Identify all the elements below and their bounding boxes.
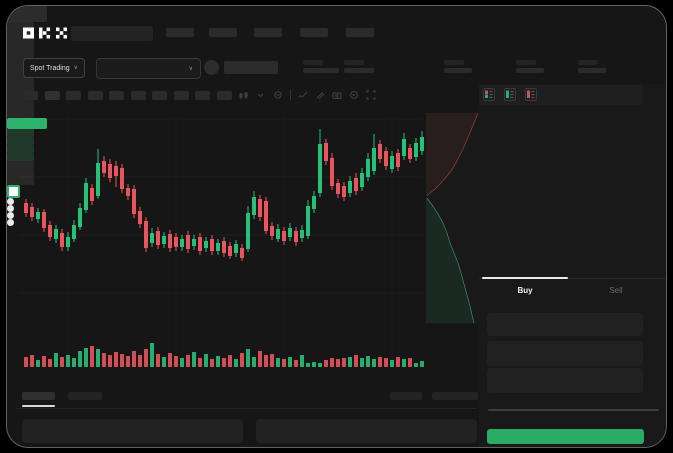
orderbook-ask-price <box>7 22 34 30</box>
ticker-stat-label-placeholder <box>303 60 323 65</box>
line-tool-icon[interactable] <box>298 90 308 100</box>
tab-sell[interactable]: Sell <box>609 286 623 295</box>
history-tab-placeholder[interactable] <box>68 392 102 400</box>
ticker-stat-label-placeholder <box>578 60 598 65</box>
orderbook-ask-price <box>7 102 34 110</box>
buy-submit-button[interactable] <box>487 429 644 444</box>
slider-dot[interactable] <box>7 205 14 212</box>
amount-input-placeholder[interactable] <box>487 341 643 366</box>
slider-dot[interactable] <box>7 212 14 219</box>
orderbook-bid-amount <box>7 169 34 177</box>
timeframe-placeholder[interactable] <box>44 91 60 100</box>
market-mode-select[interactable]: Spot Trading ∨ <box>23 58 85 78</box>
orderbook-ask-amount <box>7 30 34 38</box>
chart-tools <box>239 89 376 100</box>
amount-slider-track[interactable] <box>488 409 659 411</box>
app-window: Spot Trading ∨ ∨ Buy Sell <box>6 5 667 448</box>
ticker-stat-value-placeholder <box>303 68 339 73</box>
slider-handle[interactable] <box>7 185 20 198</box>
chevron-down-icon: ∨ <box>73 65 79 71</box>
ticker-stat-value-placeholder <box>444 68 472 73</box>
bottom-active-tab-indicator <box>22 405 55 407</box>
okx-logo[interactable] <box>23 27 68 39</box>
book-bids-icon[interactable] <box>504 88 516 101</box>
camera-icon[interactable] <box>332 90 342 100</box>
timeframe-placeholder[interactable] <box>173 91 189 100</box>
nav-item-placeholder[interactable] <box>254 28 282 37</box>
orderbook-bid-price <box>7 153 34 161</box>
interval-chevron-icon[interactable] <box>256 90 266 100</box>
orderbook-ask-price <box>7 54 34 62</box>
nav-item-placeholder[interactable] <box>300 28 328 37</box>
orderbook-bid-price <box>7 129 34 137</box>
orderbook-bid-amount <box>7 177 34 185</box>
orderbook-bid-amount <box>7 161 34 169</box>
orderbook-bid-price <box>7 137 34 145</box>
timeframe-placeholder[interactable] <box>195 91 210 100</box>
settings-icon[interactable] <box>349 90 359 100</box>
price-input-placeholder[interactable] <box>487 313 643 336</box>
orderbook-ask-price <box>7 86 34 94</box>
candle-style-icon[interactable] <box>239 90 249 100</box>
ticker-stat-value-placeholder <box>578 68 606 73</box>
timeframe-placeholder[interactable] <box>66 91 81 100</box>
header-search-placeholder[interactable] <box>71 26 153 41</box>
orderbook-header-band <box>479 85 643 105</box>
total-input-placeholder[interactable] <box>487 368 643 393</box>
timeframe-placeholder[interactable] <box>109 91 124 100</box>
active-tab-indicator <box>482 277 568 279</box>
pair-coin-icon <box>204 60 219 75</box>
market-mode-label: Spot Trading <box>29 64 70 72</box>
ticker-stat-label-placeholder <box>516 60 536 65</box>
bottom-panel-placeholder-1 <box>22 419 243 443</box>
indicators-icon[interactable] <box>273 90 283 100</box>
book-both-icon[interactable] <box>483 88 495 101</box>
ticker-stat-label-placeholder <box>444 60 464 65</box>
orders-tab-placeholder[interactable] <box>22 392 55 400</box>
orderbook-ask-amount <box>7 62 34 70</box>
chevron-down-icon: ∨ <box>188 65 193 72</box>
timeframe-placeholder[interactable] <box>152 91 167 100</box>
orderbook-ask-amount <box>7 110 34 118</box>
orderbook-col-header <box>7 14 47 22</box>
orderbook-ask-amount <box>7 78 34 86</box>
brush-icon[interactable] <box>315 90 325 100</box>
orderbook-ask-amount <box>7 46 34 54</box>
nav-item-placeholder[interactable] <box>166 28 194 37</box>
pair-name-placeholder <box>224 61 278 74</box>
orderbook-last-price-bar[interactable] <box>7 118 47 129</box>
bottom-divider <box>16 408 477 409</box>
slider-dot[interactable] <box>7 198 14 205</box>
price-chart[interactable] <box>6 5 667 448</box>
orderbook-col-header <box>7 6 47 14</box>
pair-select[interactable]: ∨ <box>96 58 201 79</box>
slider-dot[interactable] <box>7 219 14 226</box>
ticker-stat-value-placeholder <box>516 68 544 73</box>
timeframe-placeholder[interactable] <box>23 91 38 100</box>
ticker-stat-label-placeholder <box>344 60 364 65</box>
orderbook-view-switcher <box>483 88 537 101</box>
timeframe-placeholder[interactable] <box>87 91 103 100</box>
ticker-stat-value-placeholder <box>344 68 374 73</box>
tab-buy[interactable]: Buy <box>517 286 533 295</box>
timeframe-placeholder[interactable] <box>130 91 146 100</box>
bottom-action-placeholder-1[interactable] <box>390 392 422 400</box>
orderbook-ask-price <box>7 70 34 78</box>
orderbook-ask-price <box>7 38 34 46</box>
nav-item-placeholder[interactable] <box>346 28 374 37</box>
bottom-action-placeholder-2[interactable] <box>432 392 478 400</box>
toolbar-divider <box>290 89 291 100</box>
orderbook-ask-amount <box>7 94 34 102</box>
book-asks-icon[interactable] <box>525 88 537 101</box>
nav-item-placeholder[interactable] <box>209 28 237 37</box>
tabbar-divider <box>479 278 666 279</box>
orderbook-bid-price <box>7 145 34 153</box>
bottom-panel-placeholder-2 <box>256 419 477 443</box>
fullscreen-icon[interactable] <box>366 90 376 100</box>
timeframe-placeholder[interactable] <box>216 91 232 100</box>
